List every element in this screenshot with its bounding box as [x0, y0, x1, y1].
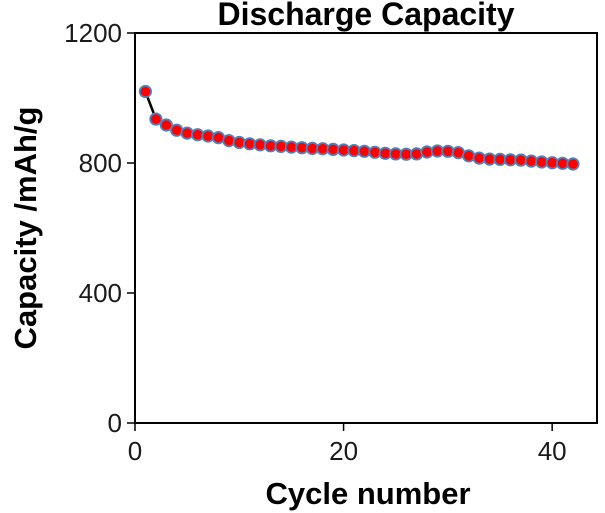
- y-tick-label: 1200: [64, 18, 122, 48]
- y-tick-label: 0: [108, 408, 122, 438]
- data-point-marker: [409, 147, 424, 161]
- x-tick-label: 40: [538, 436, 567, 466]
- data-point-marker: [462, 149, 476, 163]
- data-point-marker: [201, 129, 215, 143]
- data-point-marker: [566, 157, 580, 171]
- data-point-marker: [222, 134, 236, 148]
- data-point-marker: [159, 118, 173, 132]
- x-tick-label: 20: [329, 436, 358, 466]
- data-point-marker: [180, 126, 194, 140]
- x-axis-title: Cycle number: [265, 476, 471, 511]
- chart-title: Discharge Capacity: [217, 0, 515, 32]
- y-axis-title: Capacity /mAh/g: [8, 106, 43, 350]
- data-point-marker: [138, 84, 152, 99]
- data-point-marker: [149, 112, 163, 126]
- y-tick-label: 400: [79, 278, 122, 308]
- plot-border: [134, 32, 598, 424]
- y-tick-label: 800: [79, 148, 122, 178]
- x-tick-label: 0: [128, 436, 142, 466]
